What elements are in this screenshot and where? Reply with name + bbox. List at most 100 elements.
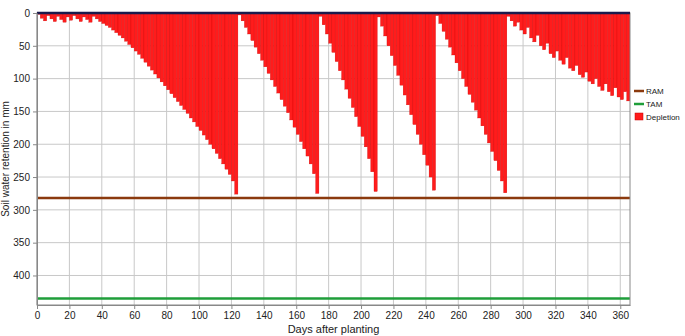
grid [37, 13, 630, 305]
bar [332, 13, 335, 52]
grid-line-x [69, 13, 70, 305]
bar [504, 13, 507, 193]
bar [614, 13, 617, 88]
bar [261, 13, 264, 60]
y-tick: 300 [13, 205, 37, 216]
x-tick-mark [264, 305, 265, 309]
x-tick-mark [167, 305, 168, 309]
x-tick-mark [102, 305, 103, 309]
x-tick: 220 [386, 305, 403, 321]
bar [484, 13, 487, 134]
x-tick-mark [426, 305, 427, 309]
y-tick-mark [33, 243, 37, 244]
bar [423, 13, 426, 155]
x-tick-mark [393, 305, 394, 309]
x-tick-mark [620, 305, 621, 309]
bar [442, 13, 445, 31]
bar [513, 13, 516, 26]
bar [585, 13, 588, 72]
bar [549, 13, 552, 54]
x-tick-mark [231, 305, 232, 309]
bar [316, 13, 319, 193]
bar [160, 13, 163, 82]
legend-swatch [634, 90, 644, 93]
x-tick-label: 160 [288, 310, 305, 321]
bar [491, 13, 494, 151]
x-axis: 0204060801001201401601802002202402602803… [35, 305, 631, 321]
bar [539, 13, 542, 46]
y-tick: 400 [13, 270, 37, 281]
bar [468, 13, 471, 94]
bar [180, 13, 183, 106]
bar [397, 13, 400, 75]
bar [176, 13, 179, 102]
x-tick: 140 [256, 305, 273, 321]
grid-line-y [37, 13, 630, 14]
bar [552, 13, 555, 58]
y-tick-label: 200 [13, 139, 30, 150]
bar [257, 13, 260, 54]
bar [299, 13, 302, 142]
y-tick-label: 100 [13, 73, 30, 84]
bar [154, 13, 157, 74]
plot-background [37, 13, 630, 305]
bar [607, 13, 610, 92]
bar [432, 13, 435, 190]
x-tick-label: 120 [224, 310, 241, 321]
bar [361, 13, 364, 136]
bar [199, 13, 202, 130]
x-tick: 60 [129, 305, 141, 321]
bar [248, 13, 251, 34]
bar [144, 13, 147, 62]
bar [124, 13, 127, 41]
x-tick-mark [37, 305, 38, 309]
bar [400, 13, 403, 85]
bar [296, 13, 299, 134]
legend-label: RAM [646, 87, 664, 96]
bar [406, 13, 409, 105]
x-tick: 120 [224, 305, 241, 321]
x-tick: 240 [418, 305, 435, 321]
bar [374, 13, 377, 191]
bar [458, 13, 461, 71]
x-tick-label: 100 [191, 310, 208, 321]
bar [559, 13, 562, 60]
y-tick: 250 [13, 172, 37, 183]
bar [150, 13, 153, 70]
y-axis: 050100150200250300350400 [13, 8, 37, 306]
bar [157, 13, 160, 78]
bar [439, 13, 442, 23]
y-axis-line [37, 14, 38, 306]
x-tick: 20 [64, 305, 76, 321]
y-tick-mark [33, 46, 37, 47]
grid-line-y [37, 111, 630, 112]
bar [403, 13, 406, 95]
bar [426, 13, 429, 165]
bar [79, 13, 82, 22]
x-tick-label: 320 [548, 310, 565, 321]
chart: 0204060801001201401601802002202402602803… [0, 0, 685, 336]
bar [128, 13, 131, 44]
x-tick-mark [134, 305, 135, 309]
bar [358, 13, 361, 127]
bar [228, 13, 231, 174]
bar [481, 13, 484, 126]
bar [115, 13, 118, 33]
bar [565, 13, 568, 58]
bar [594, 13, 597, 79]
bar [591, 13, 594, 84]
bar [494, 13, 497, 161]
x-tick-label: 20 [64, 310, 76, 321]
bar [121, 13, 124, 38]
bar [568, 13, 571, 68]
bar [598, 13, 601, 86]
bar [131, 13, 134, 48]
bar [335, 13, 338, 62]
bar [364, 13, 367, 147]
bar [118, 13, 121, 35]
legend: RAMTAMDepletion [634, 87, 680, 122]
bar [270, 13, 273, 80]
bar [604, 13, 607, 84]
bar [283, 13, 286, 106]
bar [338, 13, 341, 71]
